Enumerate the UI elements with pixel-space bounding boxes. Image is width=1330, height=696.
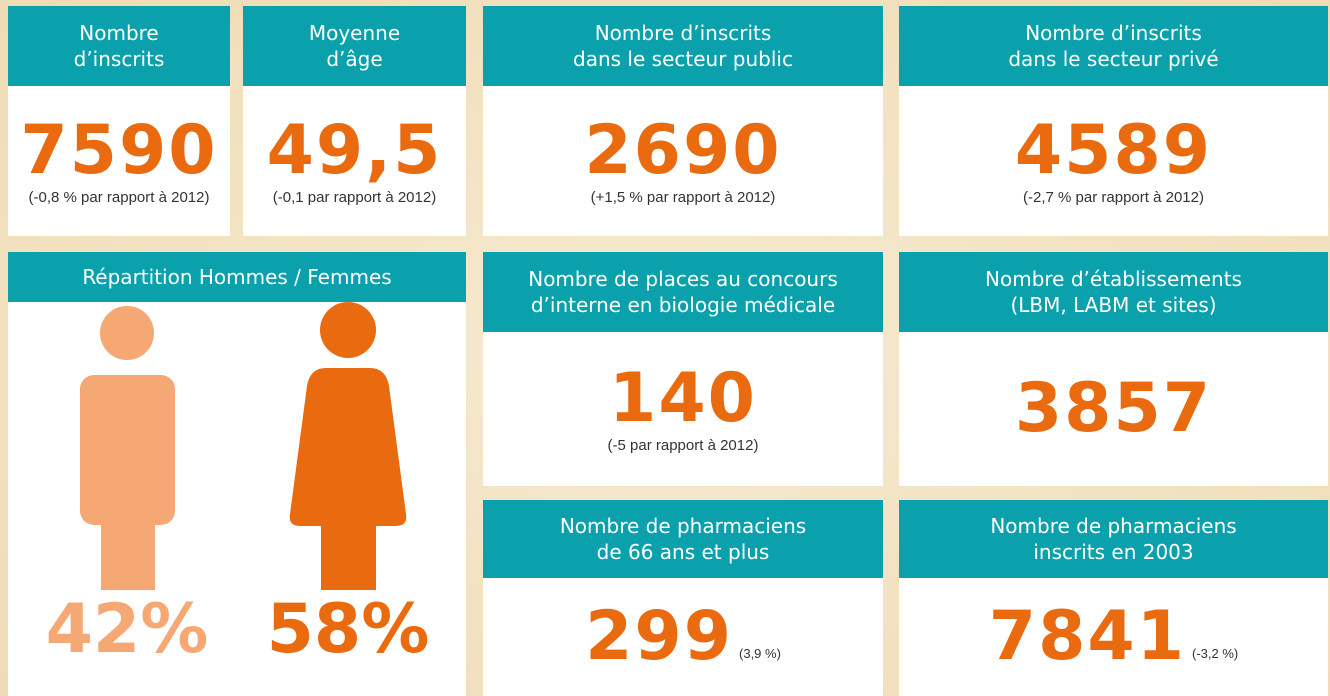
card-body: 3857 [899,332,1328,486]
card-header: Nombre de pharmaciens inscrits en 2003 [899,500,1328,578]
stat-card: Nombre de pharmaciens inscrits en 2003 784… [899,500,1328,696]
stat-note: (-3,2 %) [1192,646,1239,661]
card-body: 49,5 (-0,1 par rapport à 2012) [243,86,466,236]
header-line: inscrits en 2003 [1033,540,1194,564]
stat-card: Nombre de places au concours d’interne en… [483,252,883,486]
card-header: Nombre d’inscrits dans le secteur privé [899,6,1328,86]
man-icon [80,306,175,590]
stat-value: 4589 [1014,110,1213,190]
card-header: Répartition Hommes / Femmes [8,252,466,302]
stat-note: (-5 par rapport à 2012) [607,436,759,454]
stat-card: Nombre d’inscrits 7590 (-0,8 % par rapport … [8,6,230,236]
stat-card: Moyenne d’âge 49,5 (-0,1 par rapport à 2012… [243,6,466,236]
header-line: dans le secteur public [573,47,793,71]
header-line: Nombre de places au concours [528,267,838,291]
header-line: d’âge [326,47,383,71]
header-line: Nombre de pharmaciens [559,514,807,538]
stat-card: Nombre d’établissements (LBM, LABM et sit… [899,252,1328,486]
header-line: Nombre d’inscrits [594,21,772,45]
card-header: Moyenne d’âge [243,6,466,86]
stat-note: (3,9 %) [739,646,781,661]
stat-value: 3857 [1014,369,1213,448]
value-row: 7841 (-3,2 %) [989,603,1239,671]
header-line: Nombre d’établissements [985,267,1242,291]
card-body: 299 (3,9 %) [483,578,883,696]
stat-note: (-0,8 % par rapport à 2012) [28,188,210,206]
card-header: Nombre de pharmaciens de 66 ans et plus [483,500,883,578]
header-line: dans le secteur privé [1008,47,1219,71]
card-body: 7841 (-3,2 %) [899,578,1328,696]
header-line: Nombre [79,21,159,45]
stat-value: 2690 [584,110,782,190]
stat-value: 140 [609,358,757,438]
stat-card: Nombre de pharmaciens de 66 ans et plus 29… [483,500,883,696]
stat-note: (-2,7 % par rapport à 2012) [1023,188,1204,206]
gender-card: Répartition Hommes / Femmes 42% 58% [8,252,466,696]
stat-note: (-0,1 par rapport à 2012) [272,188,437,206]
stat-value: 7841 [988,597,1187,676]
stat-card: Nombre d’inscrits dans le secteur privé 45… [899,6,1328,236]
header-line: Nombre de pharmaciens [990,514,1237,538]
card-body: 4589 (-2,7 % par rapport à 2012) [899,86,1328,236]
header-line: d’inscrits [73,47,165,71]
header-line: Nombre d’inscrits [1025,21,1202,45]
stat-value: 299 [585,597,734,676]
men-share: 42% [46,590,209,669]
header-line: (LBM, LABM et sites) [1010,293,1217,317]
card-body: 140 (-5 par rapport à 2012) [483,332,883,486]
value-row: 299 (3,9 %) [585,603,781,671]
card-header: Nombre d’inscrits dans le secteur public [483,6,883,86]
card-body: 7590 (-0,8 % par rapport à 2012) [8,86,230,236]
card-header: Nombre d’établissements (LBM, LABM et sit… [899,252,1328,332]
stat-value: 49,5 [266,110,443,190]
gender-figures: 42% 58% [46,302,430,669]
card-header: Nombre d’inscrits [8,6,230,86]
card-body: 2690 (+1,5 % par rapport à 2012) [483,86,883,236]
stat-card: Nombre d’inscrits dans le secteur public 2… [483,6,883,236]
woman-icon [289,302,407,590]
card-header: Nombre de places au concours d’interne en… [483,252,883,332]
header-line: de 66 ans et plus [596,540,770,564]
stat-note: (+1,5 % par rapport à 2012) [590,188,776,206]
stat-value: 7590 [20,110,218,190]
women-share: 58% [267,590,430,669]
header-line: d’interne en biologie médicale [530,293,836,317]
header-line: Moyenne [308,21,401,45]
